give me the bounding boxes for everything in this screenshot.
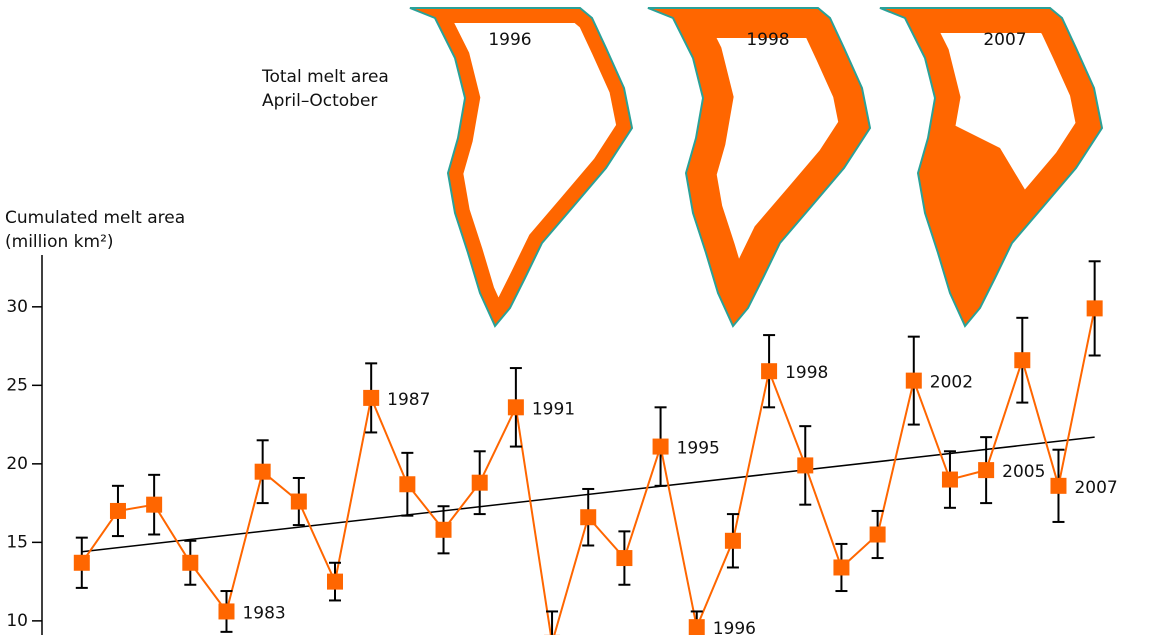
y-tick-label: 25 [6, 375, 28, 395]
point [471, 474, 488, 491]
point-label: 1995 [677, 439, 720, 459]
point [580, 509, 597, 526]
point [1014, 352, 1031, 369]
point [724, 532, 741, 549]
y-tick-label: 15 [6, 532, 28, 552]
point [1050, 477, 1067, 494]
map: 1998 [647, 7, 871, 327]
point-label: 2005 [1002, 462, 1045, 482]
y-tick-label: 10 [6, 611, 28, 631]
point [109, 502, 126, 519]
point-label: 2007 [1074, 478, 1117, 498]
point [507, 399, 524, 416]
point [182, 554, 199, 571]
point [1086, 300, 1103, 317]
point-label: 1996 [713, 619, 756, 635]
point [218, 603, 235, 620]
point-label: 1998 [785, 363, 828, 383]
point [797, 457, 814, 474]
map: 1996 [409, 7, 633, 327]
point [652, 438, 669, 455]
y-tick-label: 20 [6, 454, 28, 474]
point [327, 573, 344, 590]
point [688, 619, 705, 635]
point-label: 1987 [387, 390, 430, 410]
map-title: April–October [262, 91, 377, 111]
point-label: 1983 [242, 603, 285, 623]
point [290, 493, 307, 510]
point [363, 389, 380, 406]
point [833, 559, 850, 576]
y-axis-label: (million km²) [5, 232, 114, 252]
point [146, 496, 163, 513]
point [616, 550, 633, 567]
point [978, 462, 995, 479]
map-title: Total melt area [261, 67, 389, 87]
point [869, 526, 886, 543]
point-label: 2002 [930, 373, 973, 393]
point [435, 521, 452, 538]
y-tick-label: 30 [6, 297, 28, 317]
point [761, 363, 778, 380]
point [399, 476, 416, 493]
point [941, 471, 958, 488]
y-axis-label: Cumulated melt area [5, 208, 185, 228]
point-label: 1991 [532, 399, 575, 419]
map-label: 2007 [983, 30, 1026, 50]
point [905, 372, 922, 389]
map-label: 1996 [488, 30, 531, 50]
map-label: 1998 [746, 30, 789, 50]
point [73, 554, 90, 571]
point [254, 463, 271, 480]
map: 2007 [879, 7, 1103, 327]
